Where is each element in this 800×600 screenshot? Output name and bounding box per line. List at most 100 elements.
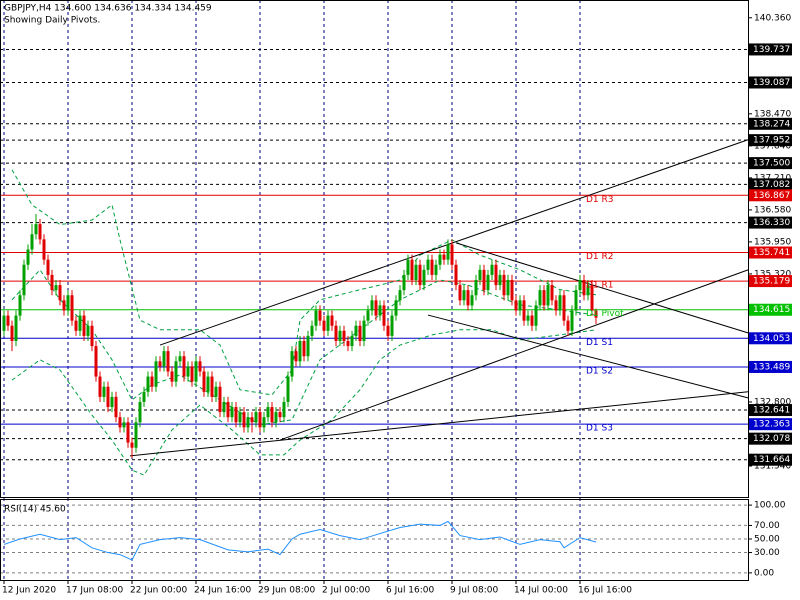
y-tick-label: 137.210: [754, 173, 791, 183]
x-tick-label: 6 Jul 16:00: [386, 586, 435, 596]
candle-body: [370, 300, 374, 311]
trendline: [279, 269, 749, 441]
rsi-line: [3, 520, 597, 561]
candle-body: [286, 376, 290, 402]
candle-body: [154, 361, 158, 387]
candle-body: [514, 300, 518, 311]
bollinger-lower: [11, 329, 597, 476]
candle-body: [374, 300, 378, 316]
candle-body: [470, 295, 474, 306]
candle-body: [586, 285, 590, 296]
level-name: D1 S3: [586, 424, 613, 434]
candle-body: [54, 285, 58, 291]
candle-body: [442, 254, 446, 260]
trendline: [455, 242, 749, 334]
candle-body: [90, 325, 94, 347]
candle-body: [578, 280, 582, 291]
candle-body: [310, 325, 314, 336]
candle-body: [450, 244, 454, 265]
candle-body: [550, 285, 554, 301]
level-price-label: 137.082: [753, 180, 790, 190]
rsi-pane-frame: [0, 499, 749, 581]
candle-body: [318, 310, 322, 321]
candle-body: [278, 412, 282, 418]
candle-body: [206, 376, 210, 392]
candle-body: [34, 224, 38, 235]
candle-body: [146, 376, 150, 392]
candle-body: [58, 285, 62, 301]
candle-body: [162, 351, 166, 367]
candle-body: [594, 310, 598, 318]
candle-body: [454, 264, 458, 286]
candle-body: [486, 274, 490, 291]
candle-body: [10, 325, 14, 341]
candle-body: [250, 417, 254, 423]
candle-body: [114, 396, 118, 418]
candle-body: [186, 366, 190, 377]
candle-body: [274, 412, 278, 423]
level-price-label: 136.867: [753, 191, 790, 201]
candle-body: [478, 269, 482, 281]
candle-body: [166, 351, 170, 372]
x-tick-label: 17 Jun 08:00: [66, 586, 123, 596]
level-price-label: 136.330: [753, 218, 790, 228]
level-name: D1 R3: [586, 195, 614, 205]
candle-body: [2, 315, 6, 331]
level-price-label: 132.641: [753, 406, 790, 416]
candle-body: [506, 280, 510, 296]
candle-body: [338, 330, 342, 341]
rsi-title: RSI(14) 45.60: [4, 505, 66, 515]
candle-body: [178, 356, 182, 362]
candle-body: [346, 340, 350, 347]
candle-body: [294, 351, 298, 362]
level-price-box: [749, 189, 792, 202]
rsi-tick-label: 0.00: [754, 568, 774, 578]
candle-body: [378, 305, 382, 316]
candle-body: [214, 386, 218, 397]
candle-body: [190, 366, 194, 382]
candle-body: [534, 305, 538, 326]
candle-body: [62, 300, 66, 311]
candle-body: [314, 310, 318, 326]
candle-body: [330, 315, 334, 326]
candle-body: [102, 386, 106, 397]
x-tick-label: 24 Jun 16:00: [194, 586, 251, 596]
candle-body: [142, 391, 146, 402]
candle-body: [222, 401, 226, 413]
candle-body: [290, 351, 294, 377]
x-tick-label: 29 Jun 08:00: [258, 586, 315, 596]
level-price-box: [749, 360, 792, 373]
candle-body: [50, 274, 54, 291]
chart-title: GBPJPY,H4 134.600 134.636 134.334 134.45…: [4, 4, 212, 14]
candle-body: [402, 274, 406, 291]
candle-body: [406, 259, 410, 275]
candle-body: [554, 300, 558, 311]
candle-body: [94, 346, 98, 377]
rsi-tick-label: 100.00: [754, 501, 786, 511]
candle-body: [82, 315, 86, 336]
level-price-box: [749, 418, 792, 431]
candle-body: [258, 412, 262, 428]
candle-body: [38, 224, 42, 240]
candle-body: [150, 376, 154, 387]
candle-body: [326, 315, 330, 331]
chart-subtitle: Showing Daily Pivots.: [4, 16, 100, 26]
candle-body: [106, 386, 110, 408]
candle-body: [170, 371, 174, 382]
candle-body: [158, 361, 162, 367]
candle-body: [138, 401, 142, 423]
candle-body: [334, 325, 338, 341]
x-tick-label: 9 Jul 08:00: [450, 586, 499, 596]
candle-body: [502, 274, 506, 296]
candle-body: [422, 269, 426, 286]
candle-body: [394, 300, 398, 316]
text-layer: 12 Jun 2020 17 Jun 08:00 22 Jun 00:00 24 Ju…: [2, 13, 792, 596]
candle-body: [438, 254, 442, 265]
candle-body: [494, 264, 498, 286]
candle-body: [18, 295, 22, 316]
y-tick-label: 131.540: [754, 462, 791, 472]
candle-body: [182, 356, 186, 377]
level-price-label: 135.179: [753, 277, 790, 287]
trendline: [159, 139, 749, 346]
